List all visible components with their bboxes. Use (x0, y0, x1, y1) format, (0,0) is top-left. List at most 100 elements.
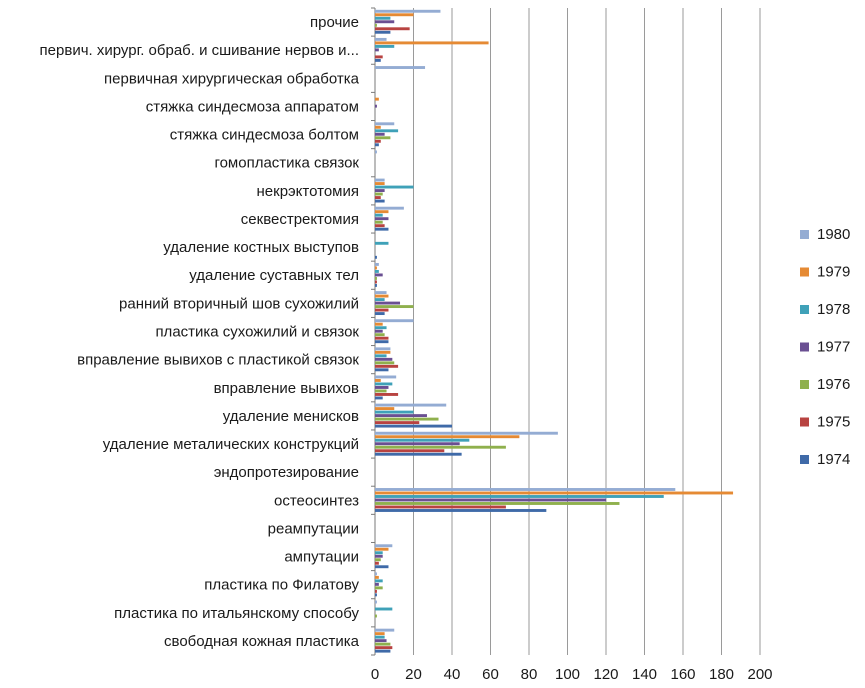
bar (375, 389, 387, 393)
bar (375, 104, 377, 108)
category-label: пластика сухожилий и связок (155, 324, 359, 341)
category-labels: свободная кожная пластика пластика по ита… (40, 14, 360, 650)
bars (375, 9, 734, 653)
bar (375, 642, 391, 646)
bar (375, 491, 734, 495)
bar (375, 582, 379, 586)
bar (375, 628, 395, 632)
bar (375, 20, 395, 24)
bar (375, 143, 379, 147)
bar (375, 393, 399, 396)
bar (375, 357, 393, 361)
legend-label: 1978 (817, 301, 850, 318)
bar (375, 132, 385, 136)
category-label: удаление менисков (223, 408, 359, 425)
x-tick-label: 80 (521, 666, 538, 683)
bar (375, 217, 389, 221)
bar (375, 255, 377, 259)
bar (375, 505, 506, 509)
legend-swatch (800, 417, 809, 427)
bar (375, 301, 401, 305)
bar (375, 58, 381, 62)
category-label: стяжка синдесмоза болтом (170, 127, 359, 144)
bar (375, 350, 391, 354)
bar (375, 354, 387, 358)
bar (375, 27, 410, 31)
bar (375, 16, 391, 20)
bar (375, 283, 377, 287)
bar (375, 210, 389, 214)
bar (375, 136, 391, 140)
bar (375, 185, 414, 189)
bar (375, 192, 383, 196)
x-tick-label: 160 (670, 666, 695, 683)
bar (375, 449, 445, 453)
category-label: удаление металических конструкций (103, 436, 359, 453)
bar (375, 273, 383, 277)
bar (375, 431, 558, 435)
bar (375, 206, 404, 210)
bar (375, 438, 470, 442)
legend-swatch (800, 342, 809, 352)
bar (375, 262, 379, 266)
x-tick-label: 40 (444, 666, 461, 683)
category-label: прочие (310, 14, 359, 31)
bar (375, 125, 381, 129)
category-label: удаление суставных тел (189, 267, 359, 284)
bar (375, 382, 393, 386)
bar (375, 495, 664, 498)
bar (375, 600, 377, 604)
category-label: первич. хирург. обраб. и сшивание нервов… (40, 42, 359, 59)
bar (375, 498, 606, 502)
bar (375, 375, 397, 379)
bar (375, 122, 395, 126)
bar (375, 614, 377, 618)
bar (375, 561, 379, 565)
gridlines (371, 7, 761, 656)
legend-label: 1977 (817, 339, 850, 356)
bar (375, 150, 377, 154)
bar (375, 227, 389, 231)
bar (375, 586, 383, 590)
bar (375, 312, 385, 316)
bar (375, 502, 620, 505)
bar (375, 276, 377, 280)
bar (375, 30, 391, 34)
bar (375, 558, 381, 562)
category-label: эндопротезирование (214, 464, 359, 481)
bar (375, 280, 377, 284)
bar (375, 452, 462, 456)
legend-swatch (800, 305, 809, 314)
bar (375, 23, 377, 27)
legend-swatch (800, 267, 809, 277)
bar (375, 322, 383, 326)
bar (375, 607, 393, 611)
bar (375, 97, 379, 101)
bar (375, 55, 383, 59)
x-tick-label: 140 (632, 666, 657, 683)
bar (375, 224, 385, 228)
bar (375, 266, 377, 270)
x-tick-label: 180 (709, 666, 734, 683)
x-tick-label: 100 (555, 666, 580, 683)
bar (375, 44, 395, 48)
bar (375, 13, 414, 17)
bar (375, 291, 387, 295)
bar (375, 575, 379, 579)
legend-label: 1974 (817, 451, 850, 468)
category-label: гомопластика связок (214, 155, 359, 172)
bar (375, 333, 385, 337)
bar (375, 364, 399, 368)
bar (375, 213, 383, 217)
bar (375, 565, 389, 569)
bar (375, 421, 420, 425)
bar (375, 241, 389, 245)
bar (375, 403, 447, 407)
category-label: пластика по Филатову (204, 577, 359, 594)
bar (375, 572, 377, 576)
category-label: вправление вывихов с пластикой связок (77, 352, 359, 369)
bar (375, 340, 389, 344)
bar (375, 488, 676, 491)
bar (375, 196, 381, 199)
